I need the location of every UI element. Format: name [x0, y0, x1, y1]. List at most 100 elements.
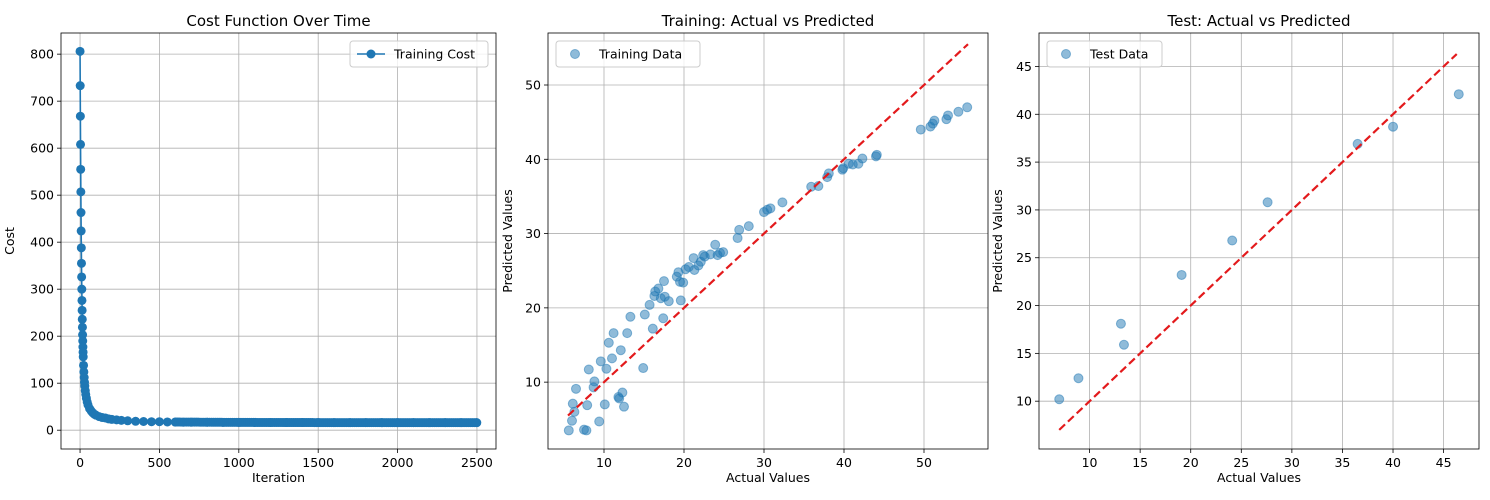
training-chart-point — [607, 353, 617, 364]
cost-chart-point — [76, 258, 86, 268]
training-chart-point — [603, 337, 614, 348]
cost-chart-point — [77, 295, 87, 305]
training-chart-point — [962, 102, 973, 113]
cost-chart-point — [77, 322, 87, 332]
training-chart-point — [659, 276, 669, 287]
training-chart-xtick-label: 40 — [836, 455, 852, 470]
training-chart-point — [617, 387, 628, 398]
training-chart-point — [567, 398, 578, 409]
training-chart-point — [567, 415, 577, 426]
training-chart-point — [915, 124, 926, 135]
test-chart-reference-line — [1058, 53, 1458, 431]
cost-chart-point — [471, 418, 481, 428]
cost-chart-xtick-label: 2500 — [461, 455, 493, 470]
cost-chart-ytick-label: 300 — [30, 282, 54, 297]
test-chart-ytick-label: 40 — [1016, 107, 1032, 122]
training-chart-point — [675, 295, 686, 306]
training-chart-legend: Training Data — [555, 40, 701, 68]
training-chart-point — [718, 247, 729, 258]
training-chart-point — [857, 153, 868, 164]
test-chart-title: Test: Actual vs Predicted — [1167, 12, 1351, 30]
cost-chart: 0 500 1000 1500 2000 2500 0 100 200 300 400 500 600 7… — [2, 12, 497, 485]
cost-chart-point — [123, 416, 133, 426]
training-chart-title: Training: Actual vs Predicted — [661, 12, 875, 30]
training-chart-point — [608, 328, 619, 339]
test-chart-ytick-label: 20 — [1016, 298, 1032, 313]
test-chart-xtick-label: 45 — [1436, 455, 1452, 470]
cost-chart-point — [76, 208, 86, 218]
test-chart-legend-box — [1046, 40, 1163, 68]
test-chart-legend-label: Test Data — [1089, 47, 1148, 62]
cost-chart-point — [76, 164, 86, 174]
cost-chart-point — [77, 314, 87, 324]
training-chart-point — [581, 425, 592, 436]
training-chart-point — [639, 309, 650, 320]
test-chart-xlabel: Actual Values — [1217, 470, 1301, 485]
cost-chart-ytick-label: 100 — [30, 376, 54, 391]
training-chart-xtick-label: 50 — [916, 455, 932, 470]
cost-chart-point — [77, 284, 87, 294]
test-chart-ytick-label: 25 — [1016, 250, 1032, 265]
training-chart-xlabel: Actual Values — [726, 470, 810, 485]
training-chart-point — [582, 400, 593, 411]
cost-chart-legend-box — [349, 40, 489, 68]
training-chart-point — [638, 363, 649, 374]
training-chart-point — [663, 296, 674, 307]
training-chart-xtick-label: 10 — [596, 455, 612, 470]
cost-chart-point — [76, 139, 86, 149]
cost-chart-xtick-label: 0 — [76, 455, 84, 470]
training-chart-point — [929, 115, 940, 126]
cost-chart-point — [75, 46, 85, 56]
cost-chart-point — [154, 417, 164, 427]
test-scatter-chart: 10 15 20 25 30 35 40 45 10 15 20 25 30 35 40 45 Test: A… — [990, 12, 1480, 485]
cost-chart-ytick-label: 200 — [30, 329, 54, 344]
training-chart-point — [678, 277, 689, 288]
training-chart-ytick-label: 30 — [525, 226, 541, 241]
cost-chart-xtick-label: 2000 — [382, 455, 414, 470]
training-chart-legend-marker — [570, 49, 580, 59]
training-chart-point — [653, 283, 664, 294]
training-chart-point — [583, 364, 594, 375]
training-chart-point — [569, 406, 580, 417]
training-chart-point — [589, 376, 600, 387]
cost-chart-xlabel: Iteration — [252, 470, 305, 485]
cost-chart-legend-label: Training Cost — [393, 47, 475, 62]
test-chart-xtick-label: 35 — [1334, 455, 1350, 470]
training-chart-point — [595, 356, 606, 367]
cost-chart-point — [75, 111, 85, 121]
cost-chart-ytick-label: 700 — [30, 94, 54, 109]
cost-chart-ytick-label: 400 — [30, 235, 54, 250]
cost-chart-point — [79, 360, 89, 370]
test-chart-point — [1073, 373, 1084, 384]
cost-chart-frame — [60, 32, 497, 450]
test-chart-point — [1227, 235, 1238, 246]
cost-chart-point — [76, 243, 86, 253]
cost-chart-point — [76, 226, 86, 236]
training-chart-point — [571, 383, 581, 394]
cost-chart-point — [75, 81, 85, 91]
test-chart-ytick-label: 15 — [1016, 346, 1032, 361]
training-chart-point — [710, 239, 721, 250]
training-chart-point — [644, 299, 655, 310]
training-chart-point — [777, 197, 788, 208]
training-chart-point — [943, 110, 953, 121]
training-chart-point — [563, 425, 574, 436]
training-chart-point — [732, 233, 743, 244]
cost-chart-ytick-label: 800 — [30, 47, 54, 62]
test-chart-point — [1054, 394, 1065, 405]
test-chart-ytick-label: 35 — [1016, 155, 1032, 170]
test-chart-ytick-label: 30 — [1016, 202, 1032, 217]
training-chart-legend-box — [555, 40, 701, 68]
test-chart-legend: Test Data — [1046, 40, 1163, 68]
test-chart-point — [1262, 197, 1273, 208]
test-chart-xtick-label: 10 — [1082, 455, 1098, 470]
cost-chart-point — [76, 187, 86, 197]
training-chart-point — [594, 416, 605, 427]
training-chart-point — [765, 203, 776, 214]
cost-chart-point — [162, 417, 172, 427]
test-chart-point — [1115, 318, 1126, 329]
cost-chart-xtick-label: 1500 — [302, 455, 334, 470]
test-chart-xtick-label: 40 — [1385, 455, 1401, 470]
test-chart-point — [1176, 269, 1187, 280]
